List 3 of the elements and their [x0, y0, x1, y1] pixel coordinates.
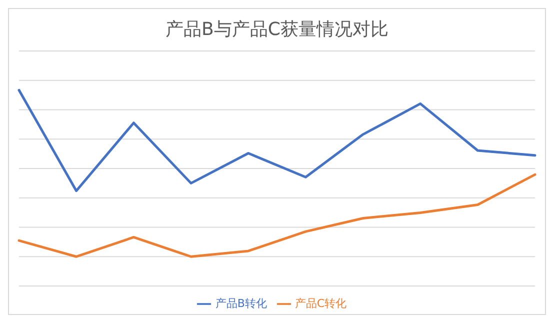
legend-label: 产品B转化 — [215, 297, 267, 310]
legend-label: 产品C转化 — [294, 297, 347, 310]
chart-title: 产品B与产品C获量情况对比 — [164, 18, 390, 42]
